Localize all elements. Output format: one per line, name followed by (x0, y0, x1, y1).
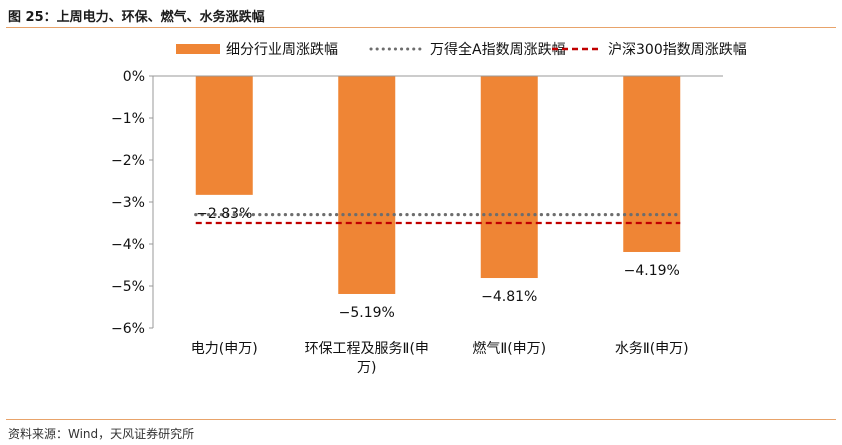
data-label: −2.83% (196, 206, 252, 222)
y-tick-label: −5% (111, 279, 145, 295)
figure-title: 图 25：上周电力、环保、燃气、水务涨跌幅 (8, 10, 265, 25)
category-label: 水务Ⅱ(申万) (615, 341, 689, 357)
bottom-rule (6, 419, 836, 420)
data-label: −4.81% (481, 289, 537, 305)
bars (195, 76, 681, 294)
y-axis: 0% −1% −2% −3% −4% −5% −6% (111, 69, 154, 337)
legend: 细分行业周涨跌幅 万得全A指数周涨跌幅 沪深300指数周涨跌幅 (176, 41, 747, 58)
legend-swatch-bar (176, 44, 220, 54)
data-label: −5.19% (339, 305, 395, 321)
bar (623, 76, 681, 252)
legend-label-wind-all-a: 万得全A指数周涨跌幅 (430, 41, 566, 58)
legend-label-csi300: 沪深300指数周涨跌幅 (608, 42, 747, 58)
data-label: −4.19% (624, 263, 680, 279)
category-label: 电力(申万) (191, 341, 258, 357)
y-tick-label: −3% (111, 195, 145, 211)
y-tick-label: −1% (111, 111, 145, 127)
category-label-line: 万) (357, 360, 376, 376)
source-note: 资料来源：Wind，天风证券研究所 (8, 427, 195, 441)
y-tick-label: 0% (123, 69, 145, 85)
category-label-line: 环保工程及服务Ⅱ(申 (305, 341, 429, 357)
y-tick-label: −2% (111, 153, 145, 169)
data-labels: −2.83% −5.19% −4.81% −4.19% (196, 206, 680, 321)
category-label: 环保工程及服务Ⅱ(申万) (305, 341, 429, 376)
bar-chart: 细分行业周涨跌幅 万得全A指数周涨跌幅 沪深300指数周涨跌幅 0% −1% −2% −3… (111, 41, 747, 376)
bar (195, 76, 253, 195)
bar (338, 76, 396, 294)
legend-label-bar: 细分行业周涨跌幅 (226, 42, 338, 58)
y-tick-label: −4% (111, 237, 145, 253)
bar (480, 76, 538, 279)
reference-lines (194, 213, 682, 225)
y-tick-label: −6% (111, 321, 145, 337)
top-rule (6, 27, 836, 28)
category-labels: 电力(申万) 环保工程及服务Ⅱ(申万) 燃气Ⅱ(申万) 水务Ⅱ(申万) (191, 340, 689, 376)
category-label: 燃气Ⅱ(申万) (472, 340, 546, 357)
